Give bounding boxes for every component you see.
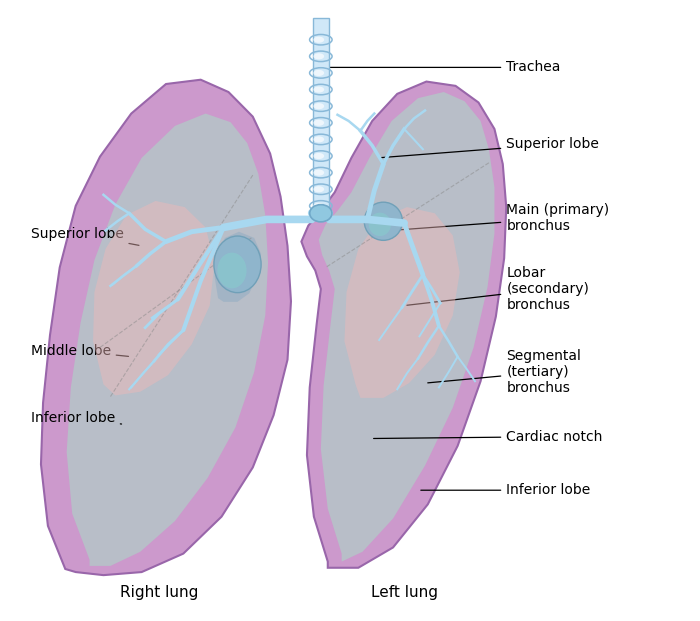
Polygon shape bbox=[66, 114, 268, 566]
Text: Right lung: Right lung bbox=[120, 585, 198, 600]
Text: Superior lobe: Superior lobe bbox=[381, 137, 599, 158]
Text: Lobar
(secondary)
bronchus: Lobar (secondary) bronchus bbox=[407, 266, 589, 312]
Polygon shape bbox=[302, 81, 506, 568]
Text: Inferior lobe: Inferior lobe bbox=[31, 411, 122, 425]
Ellipse shape bbox=[314, 86, 324, 93]
Text: Inferior lobe: Inferior lobe bbox=[421, 483, 591, 497]
Bar bbox=[312, 18, 329, 213]
Text: Left lung: Left lung bbox=[371, 585, 438, 600]
Ellipse shape bbox=[314, 70, 324, 76]
Polygon shape bbox=[318, 92, 494, 561]
Ellipse shape bbox=[214, 236, 261, 292]
Polygon shape bbox=[344, 207, 460, 398]
Text: Cardiac notch: Cardiac notch bbox=[374, 430, 603, 443]
Polygon shape bbox=[41, 79, 291, 575]
Text: Superior lobe: Superior lobe bbox=[31, 227, 139, 245]
Ellipse shape bbox=[314, 120, 324, 126]
Ellipse shape bbox=[314, 170, 324, 176]
Ellipse shape bbox=[369, 212, 391, 236]
Ellipse shape bbox=[314, 137, 324, 142]
Ellipse shape bbox=[314, 186, 324, 193]
Ellipse shape bbox=[309, 205, 332, 222]
Ellipse shape bbox=[314, 203, 324, 209]
Polygon shape bbox=[215, 232, 261, 302]
Ellipse shape bbox=[218, 253, 246, 288]
Ellipse shape bbox=[314, 53, 324, 60]
Polygon shape bbox=[93, 201, 215, 396]
Ellipse shape bbox=[314, 37, 324, 43]
Ellipse shape bbox=[314, 153, 324, 159]
Text: Segmental
(tertiary)
bronchus: Segmental (tertiary) bronchus bbox=[428, 349, 581, 395]
Text: Middle lobe: Middle lobe bbox=[31, 343, 129, 358]
Ellipse shape bbox=[364, 202, 402, 240]
Text: Trachea: Trachea bbox=[323, 60, 561, 75]
Text: Main (primary)
bronchus: Main (primary) bronchus bbox=[393, 203, 610, 233]
Ellipse shape bbox=[314, 103, 324, 109]
